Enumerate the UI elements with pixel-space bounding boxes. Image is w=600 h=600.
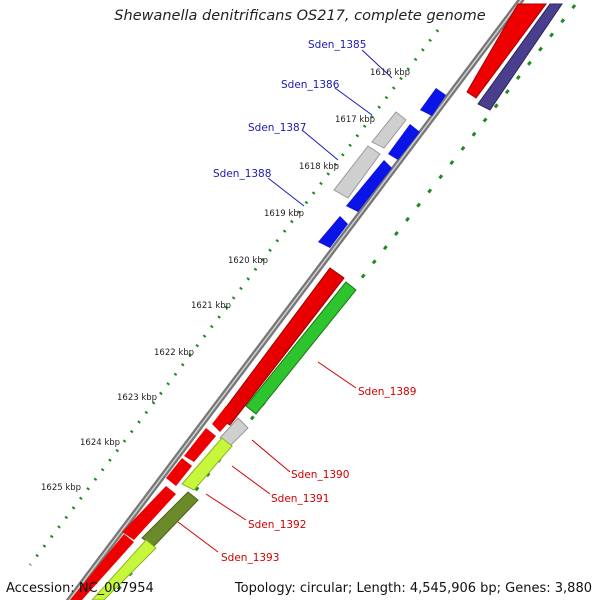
gene-blue-2	[388, 124, 420, 160]
outer-dots	[28, 29, 440, 566]
connector-1392	[205, 493, 247, 521]
gene-gray-2	[333, 145, 381, 199]
connector-1388	[267, 177, 305, 207]
gene-label-1387[interactable]: Sden_1387	[248, 122, 306, 134]
gene-red-small-2	[184, 428, 216, 462]
tick-label-1621: 1621 kbp	[191, 301, 231, 311]
gene-lime-1391	[181, 437, 233, 491]
connector-1390	[251, 439, 291, 473]
tick-label-1620: 1620 kbp	[228, 256, 268, 266]
label-connectors	[177, 49, 393, 553]
accession-text: Accession: NC_007954	[6, 581, 154, 596]
gene-red-top	[466, 3, 547, 99]
gene-red-long-1	[122, 486, 176, 540]
gene-red-1389-strand	[217, 267, 345, 426]
gene-blue-3	[346, 160, 392, 212]
connector-1385	[361, 49, 393, 79]
gene-red-long-2	[70, 534, 134, 600]
connector-1387	[301, 129, 339, 161]
gene-red-small-3	[166, 458, 192, 486]
gene-label-1385[interactable]: Sden_1385	[308, 39, 366, 51]
tick-label-1622: 1622 kbp	[154, 348, 194, 358]
backbone	[65, 0, 525, 600]
gene-lime-1393	[91, 539, 157, 600]
backbone-highlight	[68, 0, 522, 600]
map-title: Shewanella denitrificans OS217, complete…	[114, 8, 486, 24]
gene-navy-top	[477, 3, 563, 111]
gene-label-1391[interactable]: Sden_1391	[271, 493, 329, 505]
gene-label-1393[interactable]: Sden_1393	[221, 552, 279, 564]
connector-1391	[231, 465, 271, 495]
gene-track-middle	[70, 267, 357, 600]
connector-1389	[317, 361, 357, 389]
topology-text: Topology: circular; Length: 4,545,906 bp…	[234, 581, 592, 596]
gene-blue-1	[420, 88, 446, 116]
gene-blue-4	[318, 216, 348, 248]
tick-label-1618: 1618 kbp	[299, 162, 339, 172]
tick-label-1617: 1617 kbp	[335, 115, 375, 125]
tick-label-1619: 1619 kbp	[264, 209, 304, 219]
gene-gray-1	[371, 111, 407, 149]
tick-labels: 1616 kbp 1617 kbp 1618 kbp 1619 kbp 1620…	[41, 68, 410, 493]
tick-label-1623: 1623 kbp	[117, 393, 157, 403]
gene-label-1392[interactable]: Sden_1392	[248, 519, 306, 531]
outer-dotted-track	[28, 29, 440, 566]
tick-label-1625: 1625 kbp	[41, 483, 81, 493]
gene-track-top	[318, 3, 563, 248]
connector-1393	[177, 521, 219, 553]
gene-label-1386[interactable]: Sden_1386	[281, 79, 340, 91]
gene-green-1389	[245, 281, 357, 415]
gene-label-1389[interactable]: Sden_1389	[358, 386, 416, 398]
gene-label-1388[interactable]: Sden_1388	[213, 168, 271, 180]
gene-label-1390[interactable]: Sden_1390	[291, 469, 349, 481]
tick-label-1616: 1616 kbp	[370, 68, 410, 78]
gene-labels: Sden_1385 Sden_1386 Sden_1387 Sden_1388 …	[213, 39, 416, 564]
gene-red-small-1	[212, 406, 236, 432]
connector-1386	[334, 87, 373, 116]
tick-label-1624: 1624 kbp	[80, 438, 120, 448]
